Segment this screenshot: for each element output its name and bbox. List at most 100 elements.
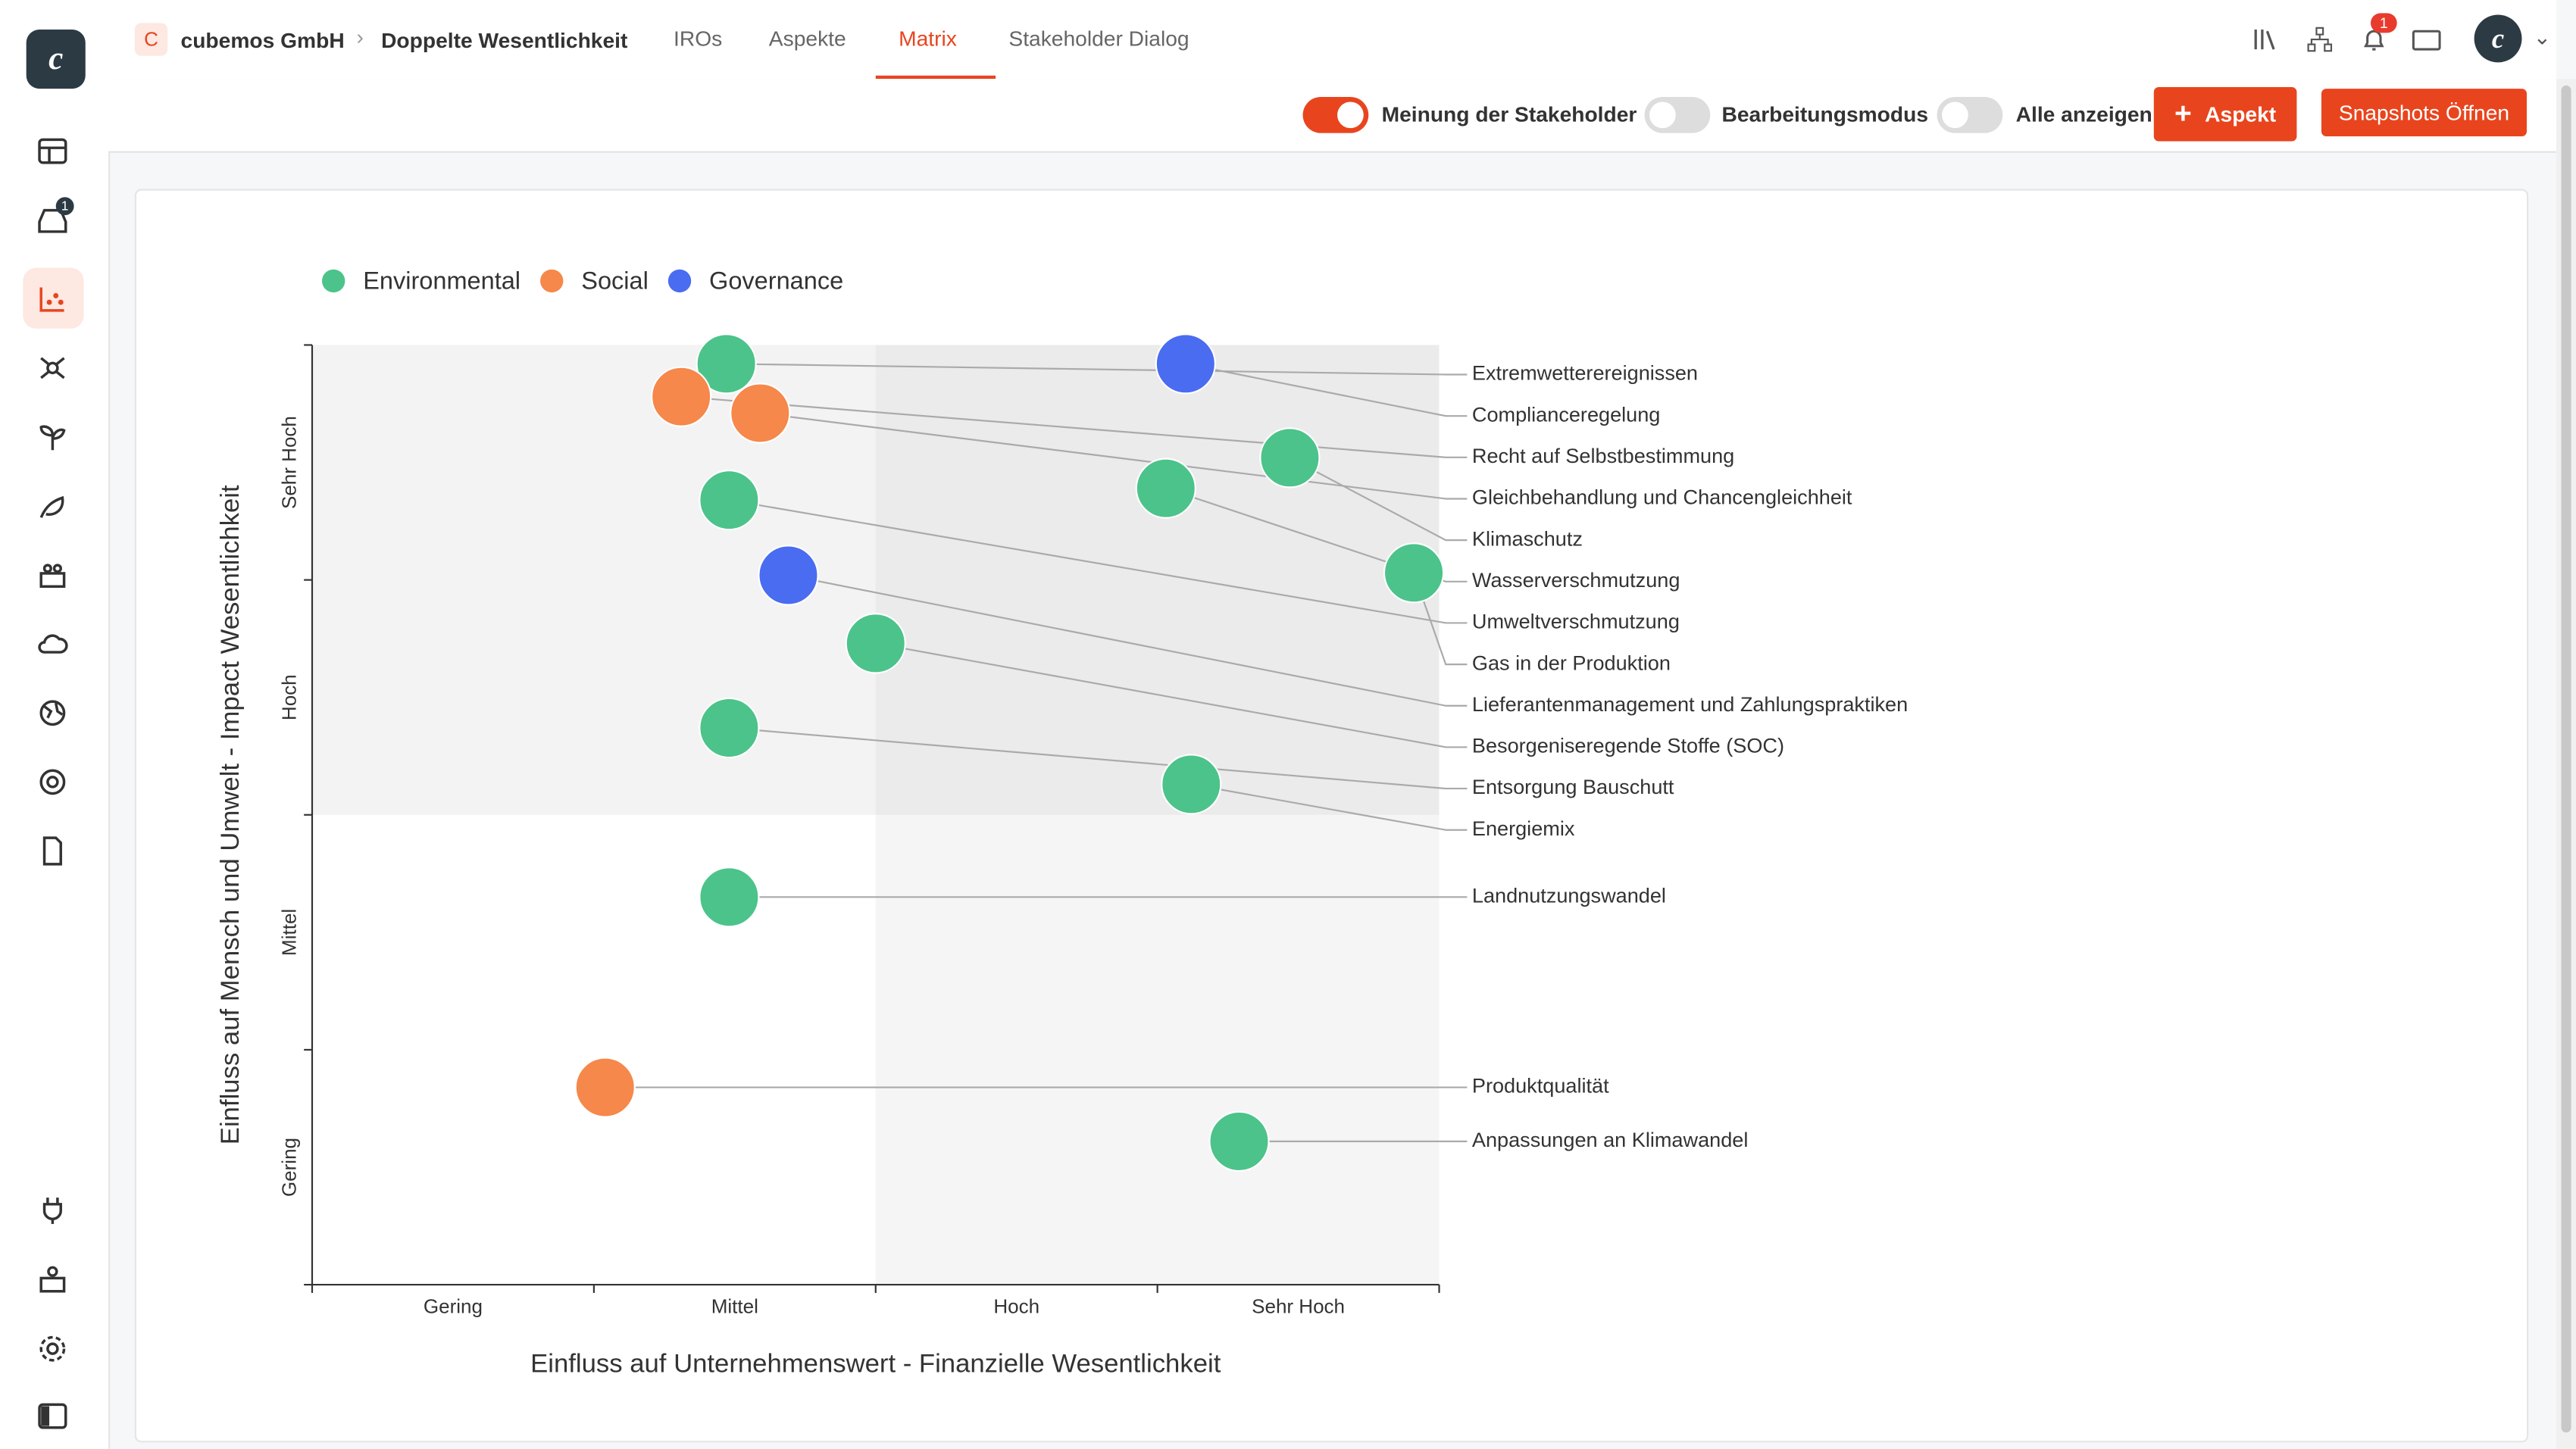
toggle-label: Meinung der Stakeholder: [1381, 101, 1637, 127]
bubble: [1135, 457, 1196, 519]
nav-leaf[interactable]: [36, 489, 69, 522]
inbox-badge: 1: [55, 197, 74, 216]
legend-label: Governance: [709, 267, 843, 295]
leader-line: [726, 363, 1468, 376]
y-category-label: Gering: [278, 1138, 301, 1197]
point-label: Lieferantenmanagement und Zahlungsprakti…: [1472, 692, 1908, 716]
top-bar: C cubemos GmbH › Doppelte Wesentlichkeit…: [108, 0, 2557, 81]
tab[interactable]: Stakeholder Dialog: [1008, 26, 1190, 52]
nav-team[interactable]: [36, 1263, 69, 1296]
toggle-label: Bearbeitungsmodus: [1721, 101, 1929, 127]
nav-target[interactable]: [36, 766, 69, 798]
nav-globe[interactable]: [36, 697, 69, 729]
org-icon[interactable]: [2306, 27, 2333, 53]
bubble: [730, 383, 791, 444]
nav-dashboard[interactable]: [36, 135, 69, 167]
legend-marker: [667, 269, 692, 293]
toggle[interactable]: [1302, 96, 1369, 133]
nav-network[interactable]: [36, 351, 69, 384]
nav-plugin[interactable]: [36, 1194, 69, 1227]
bubble: [845, 613, 906, 674]
avatar[interactable]: c: [2474, 14, 2522, 63]
bubble: [651, 366, 712, 427]
x-category-label: Sehr Hoch: [1252, 1294, 1345, 1317]
bubble: [574, 1057, 636, 1118]
button-label: Aspekt: [2205, 101, 2277, 127]
leader-line: [760, 412, 1468, 500]
nav-people[interactable]: [36, 558, 69, 591]
leader-line: [1191, 783, 1468, 831]
bubble: [699, 867, 760, 928]
breadcrumb-separator: ›: [356, 24, 364, 50]
bubble: [1155, 333, 1216, 395]
nav-matrix[interactable]: [36, 283, 69, 315]
legend-label: Social: [581, 267, 649, 295]
bubble: [1259, 427, 1321, 489]
point-label: Recht auf Selbstbestimmung: [1472, 444, 1734, 467]
sidebar: c 1: [0, 0, 111, 1449]
leader-line: [1413, 572, 1468, 666]
point-label: Gleichbehandlung und Chancengleichheit: [1472, 486, 1852, 509]
leader-line: [729, 499, 1468, 624]
point-label: Complianceregelung: [1472, 402, 1660, 426]
leader-line: [875, 642, 1468, 748]
snapshot-button[interactable]: Snapshots Öffnen: [2321, 89, 2527, 137]
y-category-label: Hoch: [278, 674, 301, 720]
leader-line: [681, 395, 1468, 458]
nav-inbox[interactable]: [36, 204, 69, 236]
bubble: [696, 333, 757, 395]
bubble: [699, 697, 760, 759]
zone-high-financial: [875, 814, 1440, 1285]
nav-sprout[interactable]: [36, 420, 69, 453]
x-category-label: Mittel: [711, 1294, 758, 1317]
y-category-label: Mittel: [278, 909, 301, 956]
nav-cloud[interactable]: [36, 628, 69, 660]
point-label: Wasserverschmutzung: [1472, 568, 1680, 592]
add-aspect-button[interactable]: + Aspekt: [2153, 86, 2297, 142]
nav-collapse[interactable]: [36, 1400, 69, 1432]
card-icon[interactable]: [2412, 27, 2441, 53]
leader-line: [729, 726, 1468, 790]
bubble: [1208, 1110, 1270, 1173]
x-category-label: Gering: [424, 1294, 483, 1317]
x-category-label: Hoch: [993, 1294, 1039, 1317]
point-label: Klimaschutz: [1472, 526, 1583, 550]
nav-settings[interactable]: [36, 1332, 69, 1365]
nav-report[interactable]: [36, 835, 69, 867]
notification-badge: 1: [2371, 13, 2397, 33]
toggle[interactable]: [1644, 96, 1711, 133]
library-icon[interactable]: [2252, 27, 2279, 53]
leader-line: [1289, 457, 1468, 542]
avatar-menu[interactable]: ⌄: [2533, 24, 2552, 50]
point-label: Entsorgung Bauschutt: [1472, 775, 1674, 798]
y-axis-title: Einfluss auf Mensch und Umwelt - Impact …: [216, 485, 245, 1145]
leader-line: [1165, 487, 1468, 582]
scrollbar: [2556, 79, 2576, 1449]
zone-double: [875, 345, 1440, 815]
bubble: [699, 470, 760, 531]
plus-icon: +: [2174, 96, 2192, 130]
point-label: Landnutzungswandel: [1472, 883, 1666, 907]
app-logo[interactable]: c: [26, 30, 86, 89]
point-label: Anpassungen an Klimawandel: [1472, 1128, 1748, 1151]
x-axis-title: Einfluss auf Unternehmenswert - Finanzie…: [530, 1350, 1221, 1379]
bubble: [758, 545, 819, 606]
legend-marker: [540, 269, 564, 293]
tab[interactable]: Aspekte: [768, 26, 846, 52]
point-label: Besorgeniseregende Stoffe (SOC): [1472, 734, 1784, 757]
point-label: Gas in der Produktion: [1472, 651, 1671, 674]
tab[interactable]: IROs: [674, 26, 723, 52]
tab-underline: [875, 75, 996, 80]
toggle[interactable]: [1937, 96, 2003, 133]
legend-marker: [322, 269, 345, 293]
y-category-label: Sehr Hoch: [278, 416, 301, 509]
company-name[interactable]: cubemos GmbH: [180, 27, 345, 53]
toggle-label: Alle anzeigen: [2015, 101, 2152, 127]
breadcrumb[interactable]: Doppelte Wesentlichkeit: [381, 27, 628, 53]
legend-label: Environmental: [363, 267, 521, 295]
point-label: Produktqualität: [1472, 1074, 1609, 1098]
tab[interactable]: Matrix: [899, 26, 957, 52]
